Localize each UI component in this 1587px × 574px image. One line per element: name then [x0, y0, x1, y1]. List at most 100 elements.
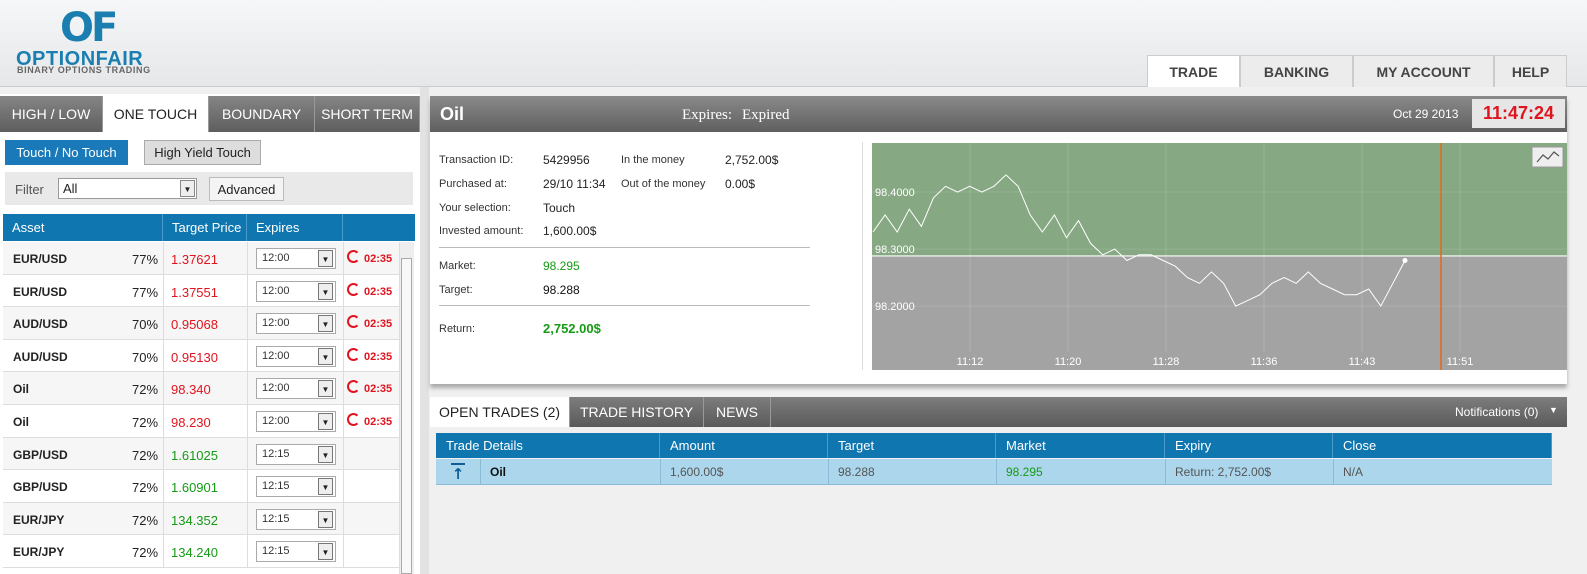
- target-price: 134.240: [171, 545, 218, 561]
- option-tab[interactable]: ONE TOUCH: [103, 96, 209, 132]
- asset-name: Oil: [13, 382, 30, 397]
- option-tab[interactable]: SHORT TERM: [315, 96, 420, 132]
- outcome-value: 0.00$: [725, 177, 756, 191]
- select-arrow[interactable]: ▼: [318, 250, 333, 267]
- expiry-select[interactable]: 12:00: [256, 248, 336, 269]
- select-arrow[interactable]: ▼: [318, 478, 333, 496]
- select-arrow[interactable]: ▼: [318, 445, 333, 463]
- payout: 70%: [132, 349, 159, 365]
- nav-tab[interactable]: TRADE: [1147, 55, 1240, 87]
- cell-border: [163, 339, 164, 373]
- filter-label: Filter: [15, 182, 44, 197]
- bottom-tab[interactable]: NEWS: [704, 397, 771, 427]
- bottom-tab[interactable]: TRADE HISTORY: [570, 397, 704, 427]
- countdown: 02:35: [364, 416, 393, 428]
- cell-border: [163, 405, 164, 438]
- column-header: Target: [828, 433, 996, 458]
- cell-border: [247, 535, 248, 568]
- expiry-select[interactable]: 12:00: [256, 345, 336, 367]
- cell-border: [480, 459, 481, 485]
- trade-asset: Oil: [440, 104, 465, 124]
- countdown: 02:35: [364, 253, 393, 265]
- price-value: 98.295: [543, 259, 580, 273]
- chart-type-button: [1531, 146, 1564, 168]
- countdown: 02:35: [364, 285, 393, 298]
- expiry-select[interactable]: 12:00: [256, 378, 336, 400]
- expiry-select[interactable]: 12:00: [256, 313, 336, 335]
- cell-border: [163, 274, 164, 308]
- x-tick-label: 11:36: [1251, 356, 1278, 368]
- detail-label: Transaction ID:: [439, 154, 514, 166]
- select-arrow[interactable]: ▼: [318, 347, 333, 365]
- notifications-arrow[interactable]: ▼: [1549, 405, 1558, 415]
- nav-tab[interactable]: MY ACCOUNT: [1353, 55, 1494, 87]
- above-target-area: [872, 143, 1567, 256]
- cell-border: [343, 242, 344, 275]
- cell-border: [343, 405, 344, 438]
- separator: [439, 305, 810, 306]
- scroll-thumb[interactable]: [401, 258, 412, 574]
- advanced-button[interactable]: Advanced: [209, 177, 284, 201]
- select-arrow[interactable]: ▼: [318, 315, 333, 333]
- cell-border: [343, 502, 344, 536]
- column-header: Expiry: [1165, 433, 1333, 458]
- asset-row[interactable]: [3, 242, 399, 275]
- nav-tab[interactable]: HELP: [1494, 55, 1567, 87]
- sub-tab[interactable]: High Yield Touch: [144, 140, 261, 165]
- sub-tab[interactable]: Touch / No Touch: [5, 140, 128, 165]
- price-chart: 11:12 11:20 11:28 11:36 11:43 11:51 98.4000 98.…: [872, 143, 1567, 370]
- expiry-select[interactable]: 12:00: [256, 411, 336, 432]
- bottom-tab[interactable]: OPEN TRADES (2): [430, 397, 570, 427]
- select-arrow[interactable]: ▼: [318, 380, 333, 398]
- notifications[interactable]: Notifications (0): [1455, 405, 1539, 419]
- expiry-select[interactable]: 12:15: [256, 508, 336, 530]
- asset-name: Oil: [13, 415, 30, 429]
- target-price: 1.61025: [171, 447, 218, 463]
- cell-border: [163, 372, 164, 405]
- cell-border: [343, 437, 344, 471]
- cell-border: [343, 339, 344, 373]
- asset-name: EUR/JPY: [13, 512, 65, 527]
- detail-value: Touch: [543, 201, 576, 215]
- trade-cell: N/A: [1343, 465, 1364, 479]
- select-arrow[interactable]: ▼: [318, 413, 333, 430]
- return-label: Return:: [439, 323, 476, 335]
- target-price: 1.37551: [171, 284, 218, 300]
- timer-icon: [347, 347, 360, 361]
- trade-row[interactable]: [436, 459, 1552, 485]
- option-tab[interactable]: HIGH / LOW: [0, 96, 103, 132]
- y-tick-label: 98.4000: [875, 187, 915, 199]
- target-price: 1.60901: [171, 480, 218, 496]
- select-arrow[interactable]: ▼: [318, 510, 333, 528]
- option-tab[interactable]: BOUNDARY: [209, 96, 315, 132]
- payout: 77%: [132, 284, 159, 300]
- select-arrow[interactable]: ▼: [180, 180, 195, 197]
- cell-border: [247, 502, 248, 536]
- cell-border: [343, 372, 344, 405]
- logo-name[interactable]: OPTIONFAIR: [16, 48, 144, 70]
- y-tick-label: 98.3000: [875, 244, 915, 256]
- filter-select[interactable]: All: [58, 178, 197, 199]
- direction-icon: ↑: [451, 463, 465, 483]
- outcome-value: 2,752.00$: [725, 153, 779, 167]
- column-header: Close: [1333, 433, 1552, 458]
- target-price: 134.352: [171, 512, 218, 528]
- target-price: 98.230: [171, 415, 211, 430]
- expiry-select[interactable]: 12:15: [256, 476, 336, 498]
- countdown: 02:35: [364, 350, 393, 363]
- expiry-select[interactable]: 12:00: [256, 280, 336, 302]
- select-arrow[interactable]: ▼: [318, 282, 333, 300]
- nav-tab[interactable]: BANKING: [1240, 55, 1353, 87]
- expiry-select[interactable]: 12:15: [256, 541, 336, 563]
- outcome-label: In the money: [621, 154, 685, 166]
- select-arrow[interactable]: ▼: [318, 543, 333, 561]
- logo-mark[interactable]: OF: [60, 5, 118, 51]
- payout: 72%: [132, 447, 159, 463]
- chart-type-icon: [1536, 151, 1560, 163]
- cell-border: [343, 470, 344, 503]
- column-header: Trade Details: [436, 433, 660, 458]
- outcome-label: Out of the money: [621, 178, 706, 190]
- payout: 70%: [132, 317, 159, 333]
- asset-name: EUR/USD: [13, 252, 68, 266]
- expiry-select[interactable]: 12:15: [256, 443, 336, 465]
